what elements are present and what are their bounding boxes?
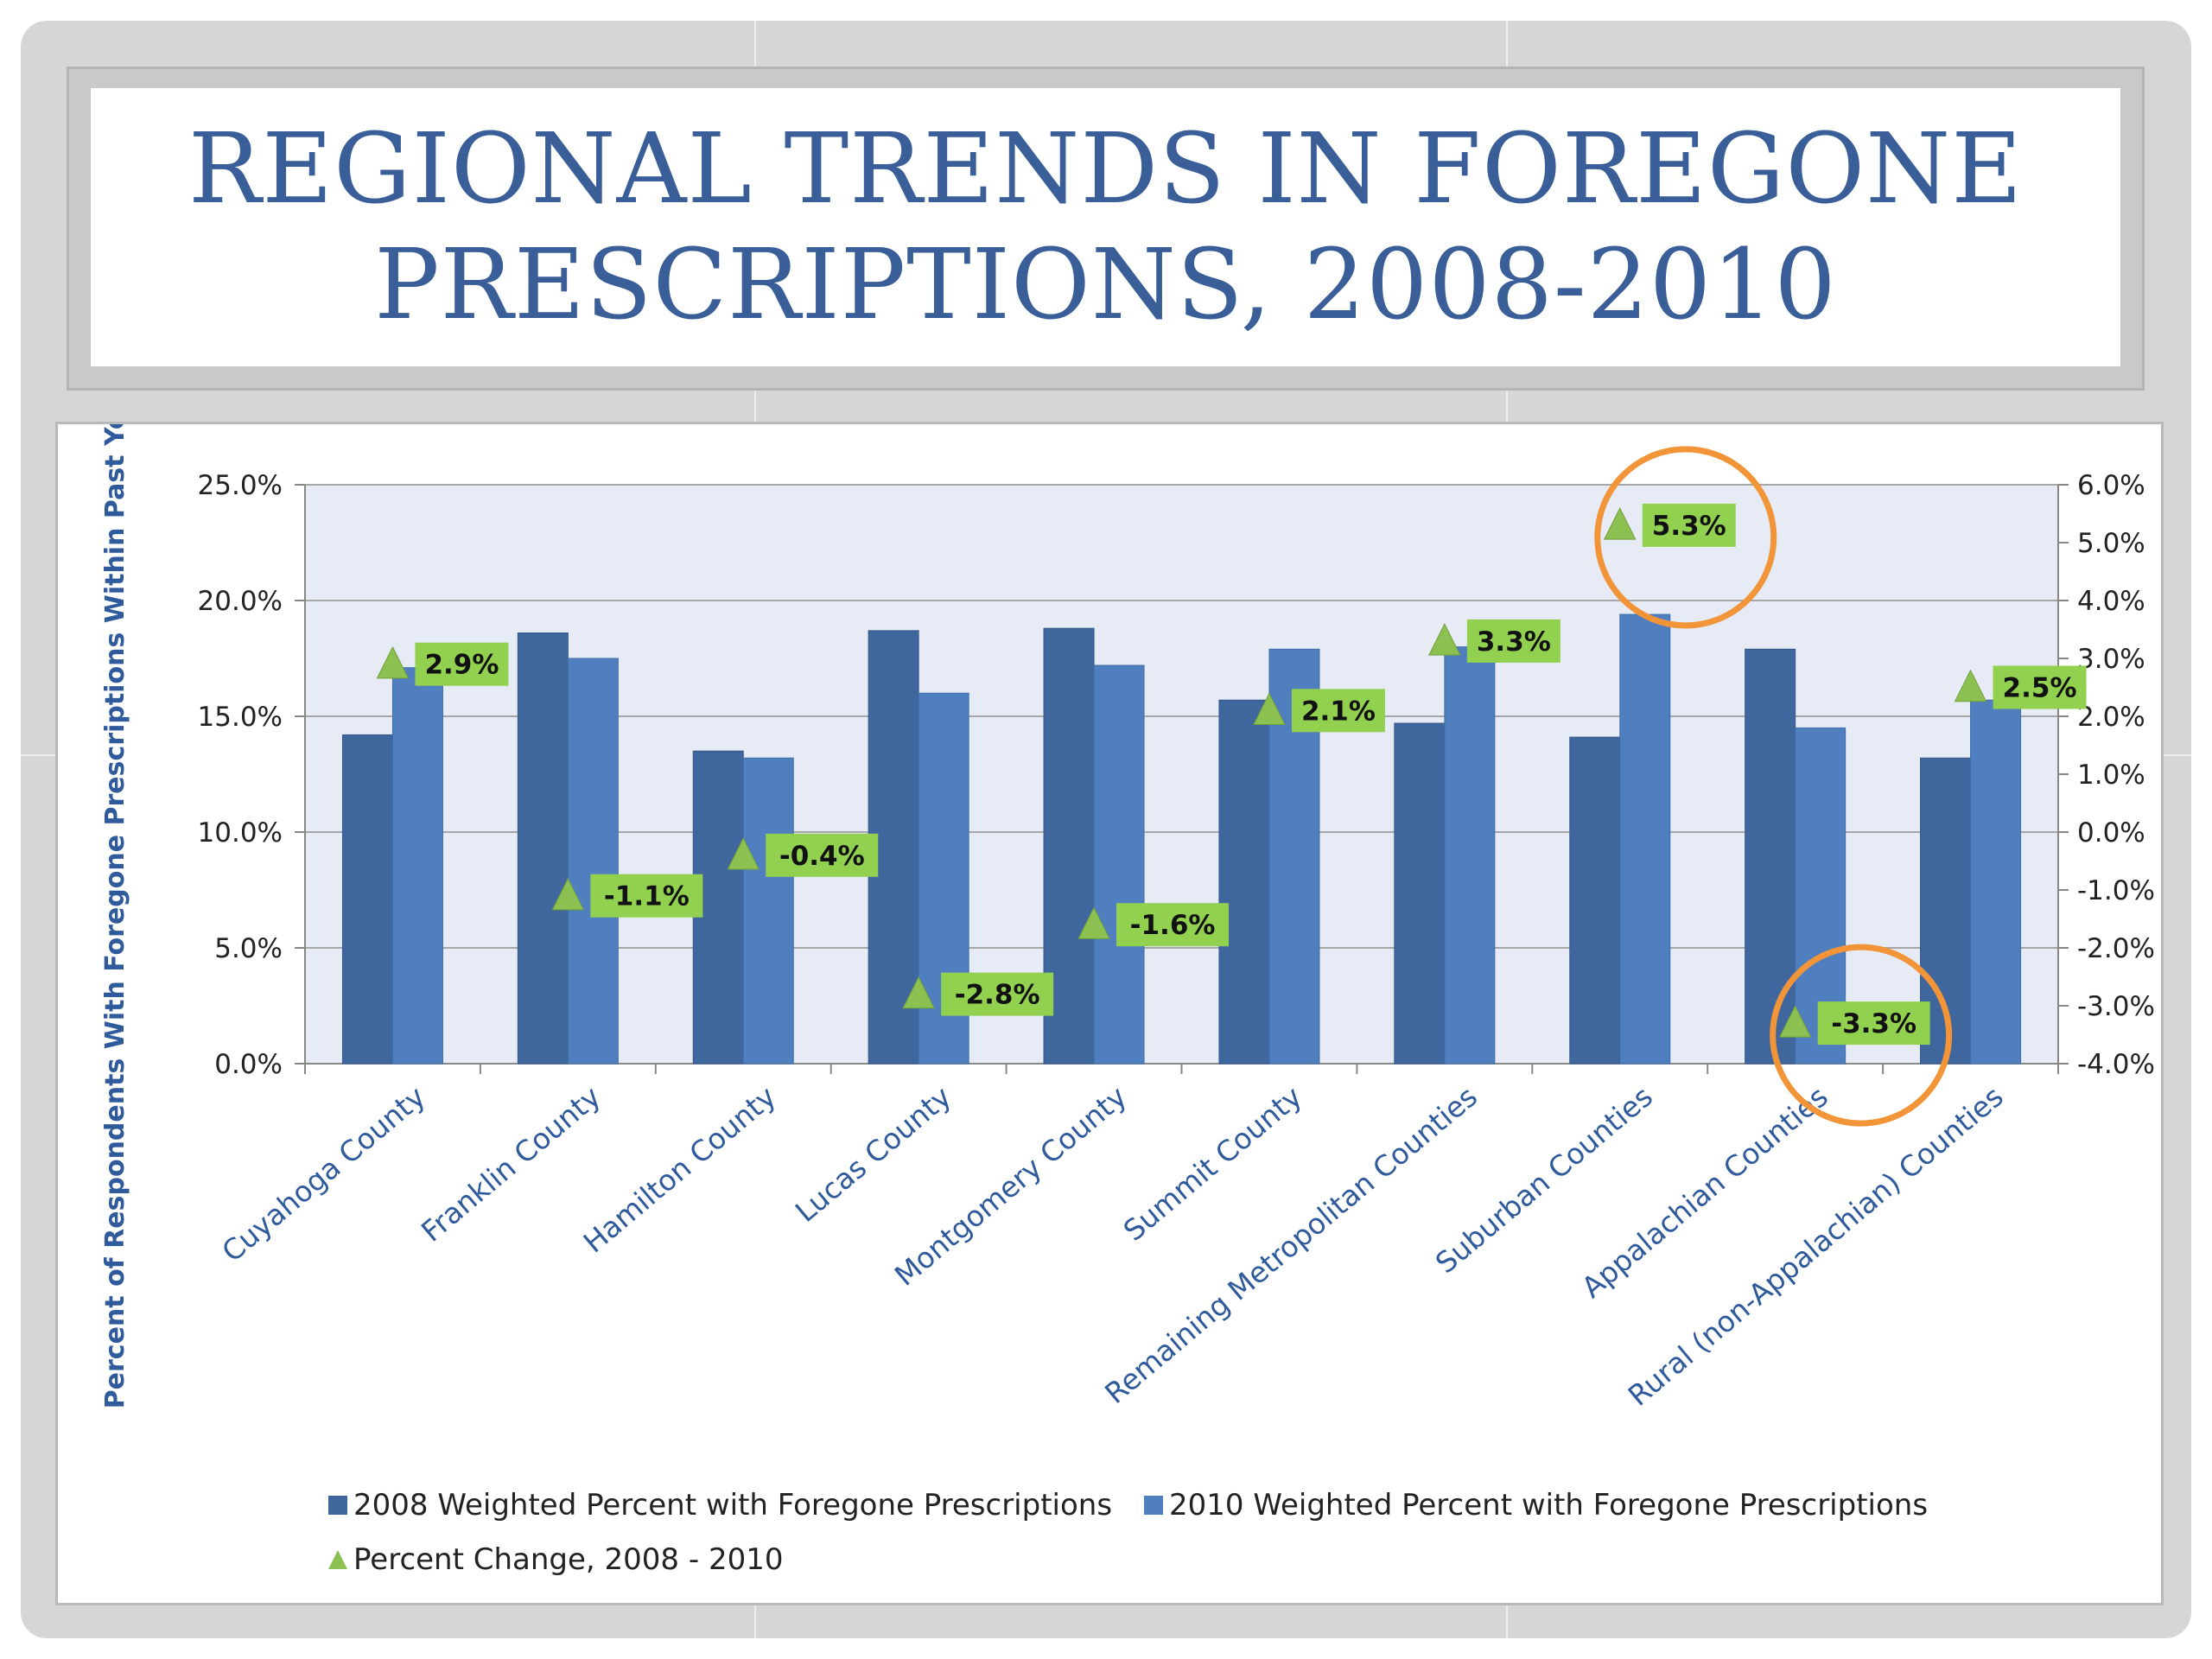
bar-2010 <box>567 658 619 1065</box>
x-category-label: Rural (non-Appalachian) Counties <box>1622 1079 2010 1413</box>
legend-label-2008: 2008 Weighted Percent with Foregone Pres… <box>353 1488 1112 1522</box>
change-label: 3.3% <box>1477 626 1551 658</box>
change-label-box <box>941 972 1054 1016</box>
change-label: -3.3% <box>1831 1008 1916 1039</box>
legend-swatch-2010 <box>1144 1496 1163 1515</box>
change-marker <box>1778 1005 1812 1038</box>
slide-frame: REGIONAL TRENDS IN FOREGONE PRESCRIPTION… <box>21 21 2191 1638</box>
bar-2008 <box>1394 722 1446 1065</box>
y2-tick-label: -1.0% <box>2077 875 2155 906</box>
y2-tick-label: 0.0% <box>2077 817 2145 849</box>
y2-tick-label: 4.0% <box>2077 586 2145 617</box>
bar-2010 <box>742 757 794 1065</box>
change-marker <box>1253 692 1286 725</box>
change-label-box <box>415 642 509 686</box>
highlight-circle <box>1594 446 1777 629</box>
bar-2010 <box>1619 613 1671 1065</box>
change-label: -0.4% <box>779 841 865 872</box>
y2-tick-label: -4.0% <box>2077 1049 2155 1080</box>
x-category-label: Remaining Metropolitan Counties <box>1098 1079 1484 1410</box>
legend-label-change: Percent Change, 2008 - 2010 <box>353 1542 783 1577</box>
chart-container: 0.0% 5.0% 10.0% 15.0% 20.0% 25.0% -4.0% -3.0% -2… <box>55 422 2164 1605</box>
change-label-box <box>766 833 879 877</box>
chart: 0.0% 5.0% 10.0% 15.0% 20.0% 25.0% -4.0% -3.0% -2… <box>100 424 2155 1577</box>
y-tick-label: 10.0% <box>198 817 283 849</box>
change-label: 2.5% <box>2003 673 2077 704</box>
change-marker <box>1603 506 1637 540</box>
legend-swatch-2008 <box>328 1496 347 1515</box>
bar-2010 <box>391 667 443 1065</box>
y-axis-title: Percent of Respondents With Foregone Pre… <box>100 424 130 1408</box>
x-category-label: Cuyahoga County <box>215 1079 431 1268</box>
bar-2010 <box>1093 664 1145 1065</box>
change-label-box <box>1466 619 1560 663</box>
bar-2008 <box>1569 736 1621 1065</box>
y-tick-label: 0.0% <box>214 1049 283 1080</box>
title-panel: REGIONAL TRENDS IN FOREGONE PRESCRIPTION… <box>91 88 2120 366</box>
y2-tick-label: 6.0% <box>2077 470 2145 501</box>
y2-tick-label: -3.0% <box>2077 991 2155 1022</box>
change-label-box <box>590 874 703 918</box>
legend-label-2010: 2010 Weighted Percent with Foregone Pres… <box>1169 1488 1928 1522</box>
highlight-circle <box>1770 944 1953 1127</box>
change-marker <box>727 836 760 870</box>
change-marker <box>1428 622 1461 656</box>
change-label-box <box>1291 689 1385 733</box>
y2-tick-label: 1.0% <box>2077 760 2145 791</box>
change-label: 2.1% <box>1301 696 1376 727</box>
x-category-label: Summit County <box>1117 1079 1308 1248</box>
change-marker <box>902 976 935 1009</box>
y-tick-label: 20.0% <box>198 586 283 617</box>
change-marker <box>551 877 585 911</box>
change-label: -1.1% <box>604 881 690 912</box>
bar-2010 <box>1970 699 2022 1065</box>
bar-2008 <box>341 734 393 1065</box>
y-tick-label: 25.0% <box>198 470 283 501</box>
change-label-box <box>1817 1001 1930 1046</box>
change-label-box <box>1116 903 1230 947</box>
bar-2008 <box>1745 648 1796 1065</box>
change-label: 2.9% <box>424 650 499 681</box>
y-tick-label: 15.0% <box>198 702 283 733</box>
slide-title: REGIONAL TRENDS IN FOREGONE PRESCRIPTION… <box>188 113 2023 341</box>
y2-tick-label: -2.0% <box>2077 933 2155 964</box>
title-box: REGIONAL TRENDS IN FOREGONE PRESCRIPTION… <box>67 67 2145 391</box>
y-tick-label: 5.0% <box>214 933 283 964</box>
y2-tick-label: 5.0% <box>2077 528 2145 559</box>
change-label: 5.3% <box>1652 511 1726 542</box>
x-category-label: Franklin County <box>415 1079 607 1249</box>
change-marker <box>1077 906 1110 939</box>
change-marker <box>1954 669 1987 702</box>
y2-tick-label: 2.0% <box>2077 702 2145 733</box>
change-label: -1.6% <box>1130 910 1216 941</box>
y2-tick-label: 3.0% <box>2077 644 2145 675</box>
change-label-box <box>1642 503 1736 547</box>
bar-2008 <box>1218 699 1270 1065</box>
bar-2010 <box>1444 646 1496 1065</box>
x-category-label: Hamilton County <box>577 1079 783 1259</box>
x-category-label: Lucas County <box>789 1079 957 1229</box>
bar-2008 <box>517 632 569 1065</box>
change-marker <box>376 645 410 679</box>
change-label: -2.8% <box>955 980 1040 1011</box>
change-label-box <box>1993 665 2087 709</box>
legend-marker-change <box>328 1550 347 1569</box>
